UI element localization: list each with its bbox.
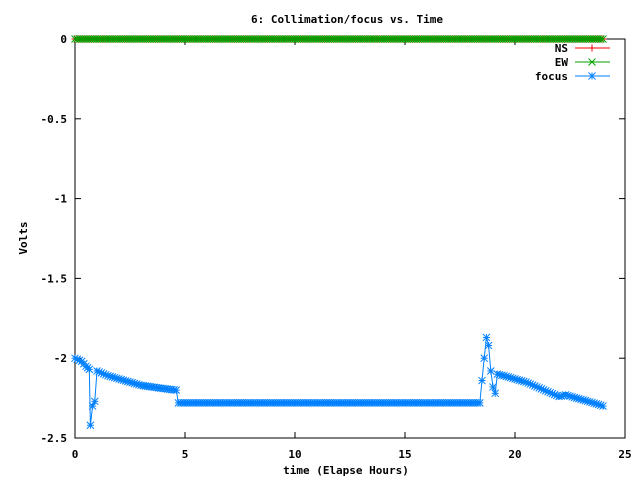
x-tick-label: 20 — [508, 448, 521, 461]
legend-label-focus: focus — [535, 70, 568, 83]
x-tick-label: 25 — [618, 448, 631, 461]
legend-marker-ns — [588, 44, 596, 52]
chart-title: 6: Collimation/focus vs. Time — [251, 13, 443, 26]
axis-ticks: 0 5 10 15 20 25 0 -0.5 -1 -1.5 -2 -2.5 — [41, 33, 632, 461]
data-point-focus — [486, 367, 495, 375]
y-tick-label: -2 — [54, 352, 67, 365]
y-tick-label: 0 — [60, 33, 67, 46]
series-group — [71, 35, 607, 430]
data-point-focus — [599, 402, 607, 410]
y-tick-label: -2.5 — [41, 432, 68, 445]
y-tick-label: -1.5 — [41, 272, 68, 285]
legend-label-ew: EW — [555, 56, 569, 69]
y-axis-label: Volts — [17, 221, 30, 254]
x-tick-label: 15 — [398, 448, 411, 461]
plot-area — [74, 38, 626, 439]
x-axis-label: time (Elapse Hours) — [283, 464, 409, 477]
data-point-focus — [489, 383, 497, 391]
data-point-focus — [86, 421, 95, 430]
legend-marker-ew — [588, 58, 596, 66]
legend-marker-focus — [588, 72, 596, 80]
data-point-focus — [480, 354, 489, 363]
legend-label-ns: NS — [555, 42, 568, 55]
data-point-focus — [90, 397, 99, 406]
data-point-ew — [599, 35, 607, 43]
data-point-focus — [172, 386, 181, 394]
x-tick-label: 5 — [182, 448, 189, 461]
x-tick-label: 0 — [72, 448, 79, 461]
y-tick-label: -1 — [54, 193, 68, 206]
data-point-focus — [85, 365, 94, 374]
data-point-focus — [484, 341, 493, 350]
y-tick-label: -0.5 — [41, 113, 68, 126]
data-point-ew — [596, 35, 605, 43]
x-tick-label: 10 — [288, 448, 301, 461]
data-point-focus — [482, 333, 491, 342]
data-point-focus — [475, 399, 484, 407]
data-point-focus — [478, 376, 486, 385]
data-point-focus — [491, 389, 500, 398]
